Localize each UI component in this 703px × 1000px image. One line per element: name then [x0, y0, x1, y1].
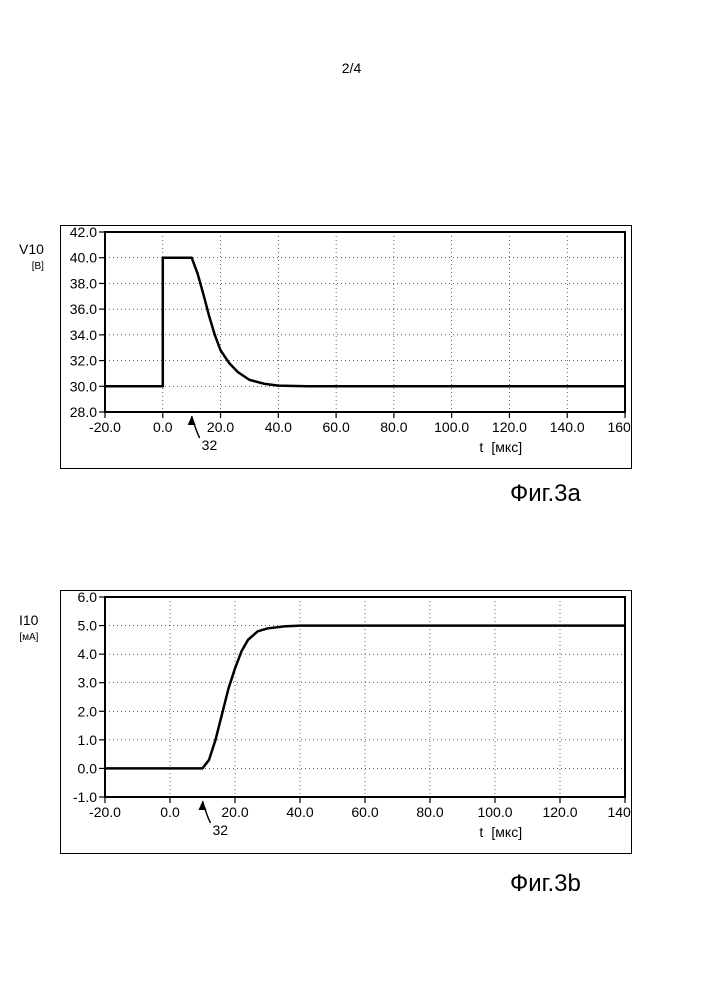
svg-text:32.0: 32.0 [70, 353, 97, 369]
svg-text:t: t [479, 439, 483, 455]
svg-text:6.0: 6.0 [78, 591, 98, 605]
svg-text:40.0: 40.0 [265, 419, 292, 435]
svg-text:1.0: 1.0 [78, 732, 98, 748]
chart-svg-b: -20.0 0.0 20.0 40.0 60.0 80.0 100.0 120.0 140.0 -… [61, 591, 631, 853]
ylabel-b: I10 [19, 612, 38, 628]
svg-text:30.0: 30.0 [70, 378, 97, 394]
y-axis-label-b: I10 [мА] [19, 613, 38, 644]
svg-text:3.0: 3.0 [78, 675, 98, 691]
chart-i10: I10 [мА] -20.00.020.040.060.080.0100.012… [60, 590, 632, 854]
svg-text:-20.0: -20.0 [89, 419, 121, 435]
svg-text:-1.0: -1.0 [73, 789, 97, 805]
svg-text:[мкс]: [мкс] [491, 439, 522, 455]
svg-text:5.0: 5.0 [78, 618, 98, 634]
ylabel-unit-a: [В] [32, 261, 44, 272]
chart-v10: V10 [В] -20.00.020.040.060.080.0100.0120… [60, 225, 632, 469]
svg-text:40.0: 40.0 [286, 804, 313, 820]
plot-area-b: -20.0 0.0 20.0 40.0 60.0 80.0 100.0 120.0 140.0 -… [61, 591, 631, 853]
svg-text:0.0: 0.0 [160, 804, 180, 820]
figure-caption-a: Фиг.3a [510, 480, 581, 508]
svg-text:[мкс]: [мкс] [491, 824, 522, 840]
svg-text:0.0: 0.0 [153, 419, 173, 435]
page-number: 2/4 [0, 60, 703, 76]
svg-text:100.0: 100.0 [477, 804, 512, 820]
svg-text:80.0: 80.0 [416, 804, 443, 820]
svg-text:120.0: 120.0 [542, 804, 577, 820]
svg-text:32: 32 [213, 822, 229, 838]
svg-text:80.0: 80.0 [380, 419, 407, 435]
svg-text:100.0: 100.0 [434, 419, 469, 435]
svg-text:140.0: 140.0 [550, 419, 585, 435]
svg-text:20.0: 20.0 [221, 804, 248, 820]
ylabel-a: V10 [19, 241, 44, 257]
figure-caption-b: Фиг.3b [510, 870, 581, 898]
svg-text:36.0: 36.0 [70, 301, 97, 317]
svg-text:42.0: 42.0 [70, 226, 97, 240]
svg-text:20.0: 20.0 [207, 419, 234, 435]
chart-svg-a: -20.0 0.0 20.0 40.0 60.0 80.0 100.0 120.0 140.0 1… [61, 226, 631, 468]
svg-text:140.0: 140.0 [607, 804, 631, 820]
y-axis-label-a: V10 [В] [19, 242, 44, 273]
svg-text:t: t [479, 824, 483, 840]
svg-text:34.0: 34.0 [70, 327, 97, 343]
ylabel-unit-b: [мА] [19, 632, 38, 643]
svg-text:40.0: 40.0 [70, 250, 97, 266]
svg-text:32: 32 [202, 437, 218, 453]
svg-text:60.0: 60.0 [351, 804, 378, 820]
svg-text:-20.0: -20.0 [89, 804, 121, 820]
svg-text:0.0: 0.0 [78, 760, 98, 776]
svg-text:4.0: 4.0 [78, 646, 98, 662]
svg-text:120.0: 120.0 [492, 419, 527, 435]
svg-text:28.0: 28.0 [70, 404, 97, 420]
plot-area-a: -20.0 0.0 20.0 40.0 60.0 80.0 100.0 120.0 140.0 1… [61, 226, 631, 468]
page: 2/4 V10 [В] -20.0 0.0 20.0 40.0 60.0 80.0 100.… [0, 0, 703, 1000]
svg-text:60.0: 60.0 [322, 419, 349, 435]
svg-text:160.0: 160.0 [607, 419, 631, 435]
svg-text:38.0: 38.0 [70, 275, 97, 291]
svg-text:2.0: 2.0 [78, 703, 98, 719]
